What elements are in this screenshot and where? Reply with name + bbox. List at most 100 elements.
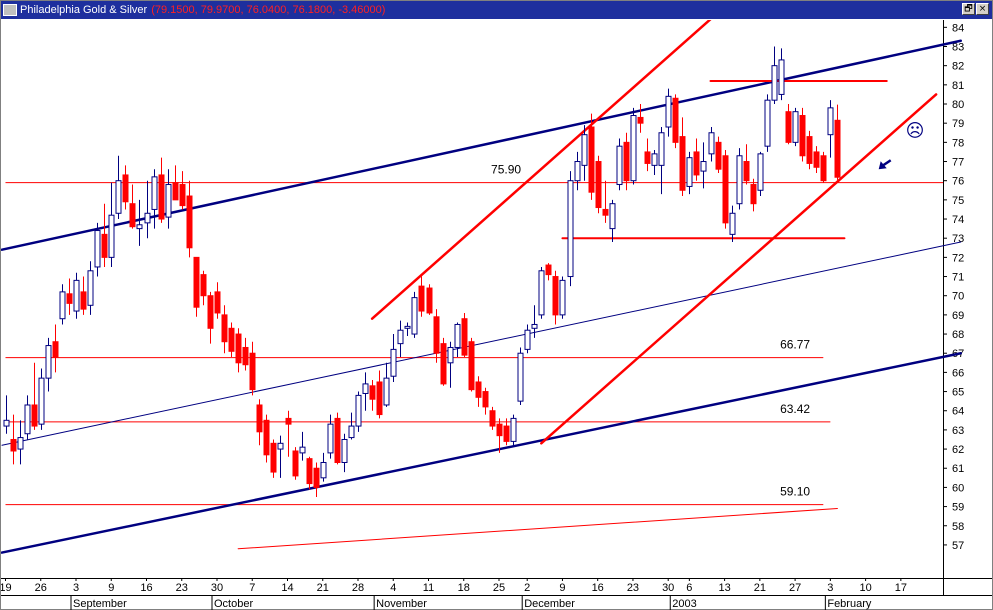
candle-body	[672, 97, 679, 143]
candle-body	[496, 423, 503, 437]
candle-body	[17, 437, 24, 450]
y-tick-label: 82	[952, 61, 964, 73]
x-tick-label: 23	[176, 582, 188, 594]
close-button[interactable]: ×	[976, 3, 989, 15]
restore-button[interactable]: 🗗	[962, 3, 975, 15]
level-label: 75.90	[491, 163, 521, 177]
candle-body	[158, 174, 165, 220]
candle-body	[313, 467, 320, 488]
candle-body	[531, 323, 538, 329]
candle-body	[242, 346, 249, 366]
candle-body	[552, 276, 559, 316]
candle-body	[214, 291, 221, 314]
candle-body	[644, 151, 651, 164]
y-tick-label: 65	[952, 387, 964, 399]
candle-body	[785, 111, 792, 143]
trend-line	[1, 241, 962, 446]
candle-body	[567, 180, 574, 278]
candle-body	[693, 151, 700, 176]
x-tick-label: 23	[627, 582, 639, 594]
candle-body	[59, 291, 66, 320]
candle-body	[129, 203, 136, 228]
candle-body	[186, 195, 193, 249]
candle-body	[461, 318, 468, 356]
candle-body	[792, 111, 799, 143]
y-tick-label: 69	[952, 310, 964, 322]
candle-body	[806, 136, 813, 164]
y-tick-label: 75	[952, 195, 964, 207]
candle-body	[24, 404, 31, 435]
candle-body	[834, 119, 841, 178]
month-label: September	[73, 598, 127, 610]
candle-body	[545, 264, 552, 276]
y-tick-label: 64	[952, 406, 964, 418]
window-menu-icon[interactable]	[3, 4, 17, 16]
candle-body	[292, 450, 299, 477]
x-tick-label: 9	[108, 582, 114, 594]
candle-body	[383, 377, 390, 406]
candle-body	[827, 107, 834, 136]
candle-body	[108, 214, 115, 258]
candle-body	[172, 182, 179, 201]
candle-body	[722, 155, 729, 224]
candle-body	[799, 115, 806, 157]
candle-body	[256, 404, 263, 433]
candle-body	[66, 293, 73, 304]
candle-body	[73, 279, 80, 312]
window-title: Philadelphia Gold & Silver	[20, 4, 148, 16]
x-tick-label: 21	[317, 582, 329, 594]
candle-body	[136, 224, 143, 230]
candle-body	[447, 346, 454, 364]
candle-body	[616, 145, 623, 186]
candle-body	[665, 95, 672, 128]
x-tick-label: 26	[35, 582, 47, 594]
candle-body	[263, 419, 270, 456]
candle-body	[510, 417, 517, 442]
candle-body	[771, 65, 778, 101]
level-label: 66.77	[780, 338, 810, 352]
candle-body	[45, 345, 52, 379]
y-tick-label: 66	[952, 367, 964, 379]
candle-body	[94, 230, 101, 268]
x-tick-label: 14	[281, 582, 293, 594]
candle-body	[38, 377, 45, 425]
candle-body	[334, 417, 341, 463]
candle-body	[813, 151, 820, 168]
x-tick-label: 6	[686, 582, 692, 594]
candle-body	[517, 352, 524, 402]
candle-body	[503, 425, 510, 442]
candle-body	[708, 132, 715, 155]
candle-body	[778, 59, 785, 95]
x-tick-label: 9	[559, 582, 565, 594]
candle-body	[588, 126, 595, 193]
candle-body	[193, 256, 200, 308]
candle-body	[482, 391, 489, 408]
candle-body	[270, 442, 277, 473]
y-tick-label: 84	[952, 22, 964, 34]
candle-body	[743, 161, 750, 182]
candle-body	[658, 132, 665, 166]
candle-body	[757, 153, 764, 191]
candle-body	[651, 153, 658, 166]
candle-body	[468, 341, 475, 391]
y-tick-label: 72	[952, 252, 964, 264]
candle-body	[52, 341, 59, 358]
candle-body	[179, 184, 186, 207]
candle-body	[151, 176, 158, 210]
candle-body	[101, 233, 108, 258]
y-tick-label: 81	[952, 80, 964, 92]
month-label: October	[214, 598, 253, 610]
candle-body	[228, 327, 235, 352]
x-tick-label: 3	[827, 582, 833, 594]
candle-body	[715, 141, 722, 170]
candle-body	[327, 423, 334, 454]
y-tick-label: 74	[952, 214, 964, 226]
candle-body	[341, 438, 348, 463]
candle-body	[200, 274, 207, 297]
month-label: February	[827, 598, 872, 610]
candle-body	[764, 99, 771, 147]
trend-line	[237, 507, 838, 550]
x-tick-label: 21	[754, 582, 766, 594]
y-tick-label: 76	[952, 176, 964, 188]
